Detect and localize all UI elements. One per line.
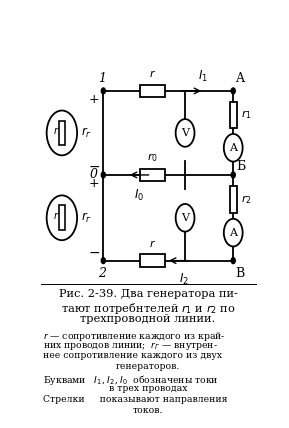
Text: $I_1$: $I_1$ bbox=[198, 68, 208, 83]
Bar bbox=[230, 187, 237, 213]
Text: $r$: $r$ bbox=[149, 238, 156, 250]
Bar bbox=[59, 205, 65, 230]
Circle shape bbox=[224, 134, 243, 162]
Text: V: V bbox=[181, 213, 189, 223]
Text: +: + bbox=[89, 92, 100, 106]
Circle shape bbox=[176, 119, 194, 147]
Text: +: + bbox=[89, 177, 100, 190]
Text: Рис. 2-39. Два генератора пи-: Рис. 2-39. Два генератора пи- bbox=[59, 288, 238, 299]
Text: Стрелки     показывают направления: Стрелки показывают направления bbox=[43, 395, 227, 404]
Text: в трех проводах: в трех проводах bbox=[109, 384, 187, 393]
Circle shape bbox=[231, 172, 235, 178]
Text: $r$: $r$ bbox=[149, 68, 156, 79]
Bar bbox=[59, 121, 65, 145]
Text: них проводов линии;  $r_Г$ — внутрен-: них проводов линии; $r_Г$ — внутрен- bbox=[43, 340, 218, 352]
Text: $r$: $r$ bbox=[53, 125, 60, 136]
Text: $r_2$: $r_2$ bbox=[241, 193, 252, 206]
Text: Б: Б bbox=[237, 160, 246, 173]
Text: A: A bbox=[236, 72, 244, 85]
Text: генераторов.: генераторов. bbox=[116, 362, 180, 371]
Circle shape bbox=[231, 258, 235, 264]
Text: $r$: $r$ bbox=[53, 210, 60, 221]
Circle shape bbox=[176, 204, 194, 232]
Text: −: − bbox=[88, 245, 100, 259]
Text: $r$ — сопротивление каждого из край-: $r$ — сопротивление каждого из край- bbox=[43, 330, 225, 342]
Text: $I_0$: $I_0$ bbox=[134, 187, 144, 202]
Circle shape bbox=[47, 195, 77, 240]
Text: A: A bbox=[229, 143, 237, 153]
Text: $I_2$: $I_2$ bbox=[179, 272, 189, 287]
Text: $r_0$: $r_0$ bbox=[147, 151, 158, 164]
Circle shape bbox=[231, 88, 235, 94]
Bar bbox=[140, 169, 166, 181]
Circle shape bbox=[224, 219, 243, 247]
Bar bbox=[140, 254, 166, 267]
Text: −: − bbox=[88, 160, 100, 174]
Text: тают потребнтелей $r_1$ и $r_2$ по: тают потребнтелей $r_1$ и $r_2$ по bbox=[61, 301, 236, 316]
Text: 2: 2 bbox=[98, 267, 106, 279]
Text: $r_г$: $r_г$ bbox=[81, 126, 92, 140]
Text: Буквами   $I_1$, $I_2$, $I_0$  обозначены токи: Буквами $I_1$, $I_2$, $I_0$ обозначены т… bbox=[43, 373, 218, 387]
Circle shape bbox=[101, 172, 105, 178]
Bar bbox=[140, 85, 166, 97]
Text: токов.: токов. bbox=[133, 406, 163, 415]
Text: V: V bbox=[181, 128, 189, 138]
Text: A: A bbox=[229, 228, 237, 238]
Circle shape bbox=[101, 88, 105, 94]
Text: нее сопротивление каждого из двух: нее сопротивление каждого из двух bbox=[43, 351, 222, 360]
Text: $r_1$: $r_1$ bbox=[241, 108, 252, 121]
Text: 1: 1 bbox=[98, 72, 106, 85]
Text: B: B bbox=[236, 267, 245, 279]
Bar bbox=[230, 101, 237, 128]
Circle shape bbox=[47, 110, 77, 155]
Circle shape bbox=[101, 258, 105, 264]
Text: трехпроводной линии.: трехпроводной линии. bbox=[81, 314, 216, 324]
Text: 0: 0 bbox=[90, 169, 98, 181]
Text: $r_г$: $r_г$ bbox=[81, 211, 92, 225]
